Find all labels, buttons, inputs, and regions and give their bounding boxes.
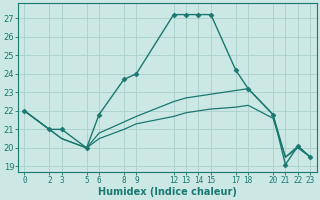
X-axis label: Humidex (Indice chaleur): Humidex (Indice chaleur) [98,187,237,197]
